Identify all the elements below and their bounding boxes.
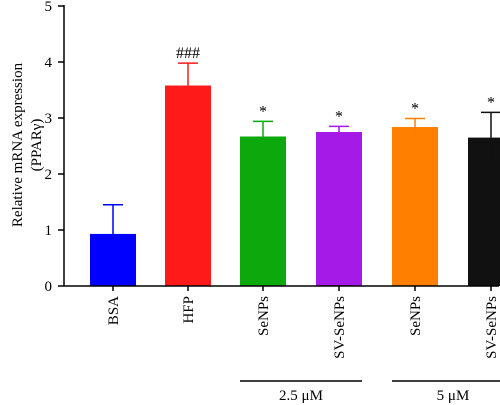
significance-annotations: ### * * * * bbox=[176, 45, 495, 125]
y-axis-label-line1: Relative mRNA expression bbox=[10, 62, 26, 227]
y-tick-label: 4 bbox=[45, 55, 53, 71]
bar bbox=[468, 137, 500, 286]
group-label: 5 μM bbox=[437, 388, 470, 404]
significance-marker: * bbox=[487, 94, 495, 111]
significance-marker: * bbox=[259, 103, 267, 120]
group-label: 2.5 μM bbox=[279, 388, 323, 404]
y-axis: 0 1 2 3 4 5 bbox=[45, 0, 65, 295]
x-tick-label: SV-SeNPs bbox=[484, 296, 500, 359]
significance-marker: * bbox=[411, 101, 419, 118]
x-tick-label: SeNPs bbox=[256, 296, 272, 336]
y-tick-label: 1 bbox=[45, 223, 53, 239]
concentration-groups: 2.5 μM 5 μM bbox=[240, 380, 500, 404]
y-axis-label-line2: (PPARγ) bbox=[29, 119, 45, 172]
x-tick-label: SV-SeNPs bbox=[332, 296, 348, 359]
y-tick-label: 0 bbox=[45, 279, 53, 295]
y-tick-label: 2 bbox=[45, 167, 53, 183]
bar bbox=[316, 132, 362, 286]
bar bbox=[392, 126, 438, 287]
y-tick-label: 3 bbox=[45, 111, 53, 127]
x-tick-label: SeNPs bbox=[408, 296, 424, 336]
bars bbox=[90, 85, 500, 287]
x-axis: BSA HFP SeNPs SV-SeNPs SeNPs SV-SeNPs bbox=[64, 285, 500, 359]
y-axis-label: Relative mRNA expression (PPARγ) bbox=[10, 62, 45, 227]
x-tick-label: HFP bbox=[181, 296, 197, 324]
bar bbox=[165, 85, 211, 287]
x-tick-label: BSA bbox=[106, 296, 122, 325]
significance-marker: * bbox=[335, 108, 343, 125]
y-tick-label: 5 bbox=[45, 0, 53, 15]
significance-marker: ### bbox=[176, 45, 200, 62]
error-bars bbox=[103, 62, 500, 264]
bar bbox=[240, 136, 286, 286]
